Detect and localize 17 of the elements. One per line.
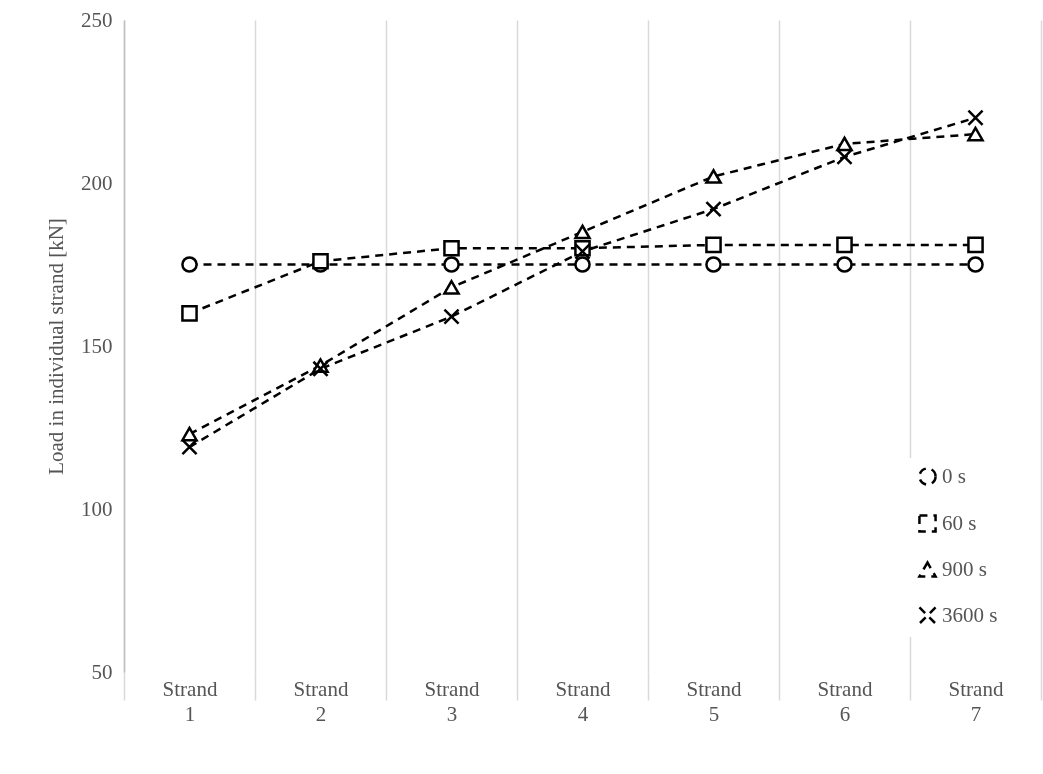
y-tick-label: 50 — [91, 659, 113, 684]
x-tick-label: Strand 4 — [555, 676, 611, 726]
legend-label: 0 s — [942, 463, 966, 488]
y-tick-label: 150 — [81, 333, 113, 358]
x-tick-label: Strand 7 — [948, 676, 1004, 726]
x-tick-label: Strand 1 — [162, 676, 218, 726]
legend-label: 3600 s — [942, 602, 998, 627]
legend-label: 60 s — [942, 510, 977, 535]
y-axis-title: Load in individual strand [kN] — [44, 218, 68, 475]
x-tick-label: Strand 5 — [686, 676, 742, 726]
y-tick-label: 250 — [81, 7, 113, 32]
x-tick-label: Strand 3 — [424, 676, 480, 726]
y-tick-label: 100 — [81, 496, 113, 521]
x-tick-label: Strand 6 — [817, 676, 873, 726]
y-tick-label: 200 — [81, 170, 113, 195]
legend-label: 900 s — [942, 556, 987, 581]
x-tick-label: Strand 2 — [293, 676, 349, 726]
